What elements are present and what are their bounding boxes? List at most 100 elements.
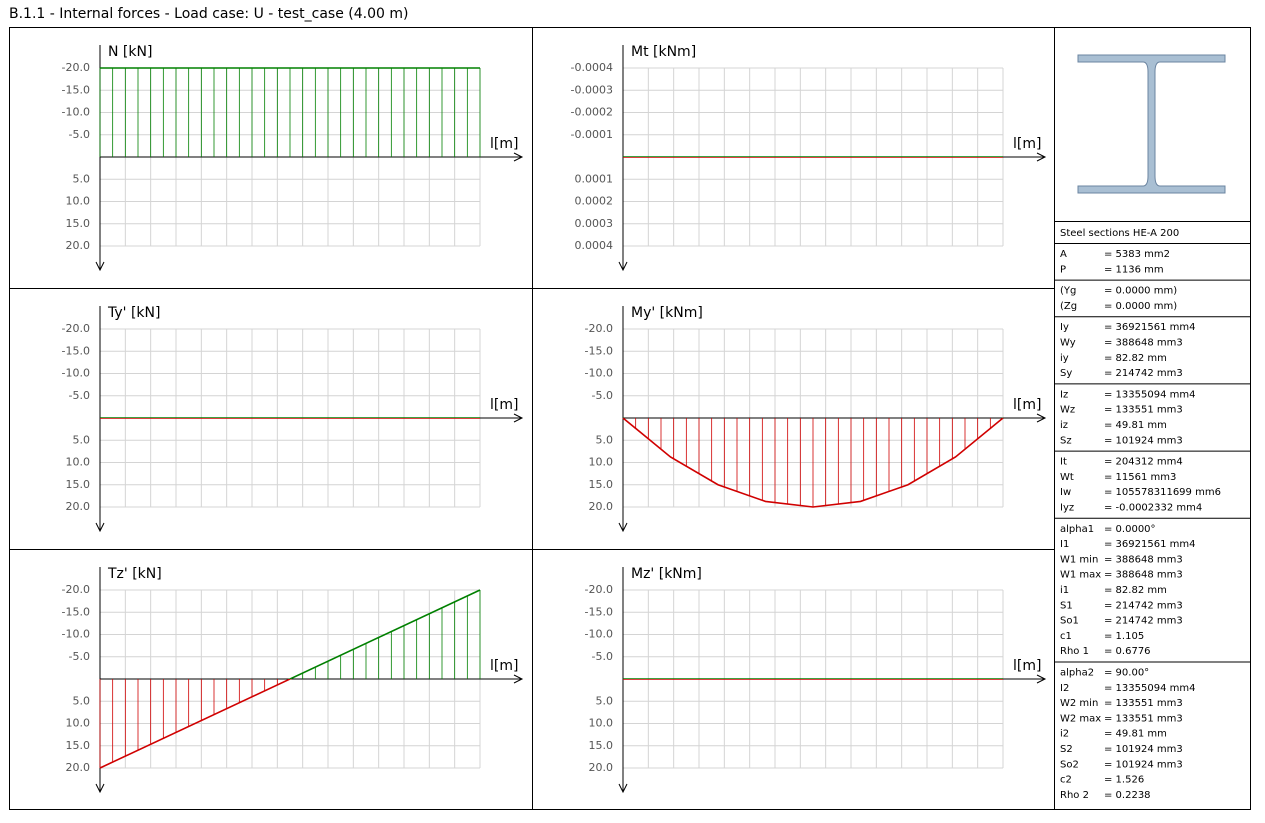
y-tick-label: 15.0 bbox=[66, 217, 91, 230]
prop-value: = 49.81 mm bbox=[1104, 729, 1167, 740]
prop-value: = 214742 mm3 bbox=[1104, 600, 1183, 611]
prop-value: = 133551 mm3 bbox=[1104, 698, 1183, 709]
y-axis-title: Tz' [kN] bbox=[107, 566, 162, 582]
x-axis-title: l[m] bbox=[1013, 136, 1041, 152]
y-arrow bbox=[618, 261, 628, 272]
y-tick-label: -0.0003 bbox=[571, 83, 613, 96]
y-tick-label: 15.0 bbox=[66, 478, 91, 491]
prop-name: Iy bbox=[1060, 322, 1069, 333]
y-tick-label: 15.0 bbox=[589, 478, 614, 491]
y-tick-label: 20.0 bbox=[66, 761, 91, 774]
prop-value: = 0.0000° bbox=[1104, 524, 1156, 535]
y-arrow bbox=[95, 261, 105, 272]
prop-value: = 0.0000 mm) bbox=[1104, 286, 1177, 297]
y-tick-label: 10.0 bbox=[589, 456, 614, 469]
y-tick-label: -0.0002 bbox=[571, 106, 613, 119]
y-tick-label: -20.0 bbox=[62, 61, 90, 74]
prop-name: P bbox=[1060, 264, 1066, 275]
y-axis-title: Mt [kNm] bbox=[631, 44, 696, 60]
y-tick-label: 10.0 bbox=[66, 456, 91, 469]
prop-value: = 204312 mm4 bbox=[1104, 457, 1183, 468]
prop-value: = 5383 mm2 bbox=[1104, 249, 1170, 260]
y-tick-label: -10.0 bbox=[62, 106, 90, 119]
prop-name: c2 bbox=[1060, 775, 1072, 786]
prop-name: I2 bbox=[1060, 683, 1069, 694]
y-tick-label: 10.0 bbox=[66, 717, 91, 730]
x-axis-title: l[m] bbox=[1013, 658, 1041, 674]
y-tick-label: 5.0 bbox=[73, 694, 91, 707]
y-arrow bbox=[618, 783, 628, 794]
prop-value: = 82.82 mm bbox=[1104, 585, 1167, 596]
prop-name: So1 bbox=[1060, 616, 1079, 627]
x-arrow bbox=[1036, 413, 1047, 423]
prop-name: W1 max bbox=[1060, 570, 1101, 581]
prop-value: = 214742 mm3 bbox=[1104, 616, 1183, 627]
prop-name: W1 min bbox=[1060, 554, 1098, 565]
prop-value: = 388648 mm3 bbox=[1104, 338, 1183, 349]
prop-value: = 101924 mm3 bbox=[1104, 759, 1183, 770]
prop-value: = 82.82 mm bbox=[1104, 353, 1167, 364]
y-tick-label: 0.0002 bbox=[575, 195, 614, 208]
x-arrow bbox=[513, 674, 524, 684]
prop-name: Rho 2 bbox=[1060, 790, 1089, 801]
y-axis-title: N [kN] bbox=[108, 44, 152, 60]
prop-name: c1 bbox=[1060, 631, 1072, 642]
x-axis-title: l[m] bbox=[490, 397, 518, 413]
x-arrow bbox=[1036, 674, 1047, 684]
prop-value: = 388648 mm3 bbox=[1104, 554, 1183, 565]
prop-name: Iyz bbox=[1060, 503, 1074, 514]
frame bbox=[9, 27, 1251, 810]
x-arrow bbox=[513, 152, 524, 162]
series-line bbox=[622, 417, 1004, 508]
prop-value: = 1.105 bbox=[1104, 631, 1144, 642]
y-tick-label: -0.0004 bbox=[571, 61, 613, 74]
prop-value: = -0.0002332 mm4 bbox=[1104, 503, 1202, 514]
y-axis-title: My' [kNm] bbox=[631, 305, 703, 321]
prop-name: Sy bbox=[1060, 368, 1072, 379]
prop-value: = 1.526 bbox=[1104, 775, 1144, 786]
prop-value: = 13355094 mm4 bbox=[1104, 389, 1195, 400]
prop-value: = 49.81 mm bbox=[1104, 420, 1167, 431]
prop-value: = 36921561 mm4 bbox=[1104, 322, 1195, 333]
y-tick-label: -15.0 bbox=[62, 344, 90, 357]
prop-name: It bbox=[1060, 457, 1067, 468]
y-tick-label: 0.0001 bbox=[575, 172, 614, 185]
y-tick-label: -15.0 bbox=[585, 344, 613, 357]
x-axis-title: l[m] bbox=[490, 658, 518, 674]
series-line bbox=[99, 589, 481, 769]
prop-name: Iw bbox=[1060, 487, 1071, 498]
prop-name: iz bbox=[1060, 420, 1068, 431]
y-arrow bbox=[618, 522, 628, 533]
y-tick-label: 15.0 bbox=[66, 739, 91, 752]
prop-value: = 101924 mm3 bbox=[1104, 435, 1183, 446]
prop-value: = 1136 mm bbox=[1104, 264, 1164, 275]
y-tick-label: -15.0 bbox=[585, 605, 613, 618]
prop-name: W2 max bbox=[1060, 713, 1101, 724]
prop-name: iy bbox=[1060, 353, 1069, 364]
prop-name: (Yg bbox=[1060, 286, 1076, 297]
y-tick-label: -20.0 bbox=[585, 322, 613, 335]
window-title: B.1.1 - Internal forces - Load case: U -… bbox=[9, 6, 408, 22]
y-tick-label: 10.0 bbox=[66, 195, 91, 208]
prop-name: Sz bbox=[1060, 435, 1072, 446]
y-tick-label: -5.0 bbox=[592, 650, 613, 663]
prop-name: Wt bbox=[1060, 472, 1074, 483]
y-tick-label: 5.0 bbox=[73, 433, 91, 446]
y-tick-label: -15.0 bbox=[62, 605, 90, 618]
prop-value: = 214742 mm3 bbox=[1104, 368, 1183, 379]
prop-name: I1 bbox=[1060, 539, 1069, 550]
prop-name: (Zg bbox=[1060, 301, 1077, 312]
y-tick-label: -0.0001 bbox=[571, 128, 613, 141]
y-arrow bbox=[95, 783, 105, 794]
prop-value: = 133551 mm3 bbox=[1104, 713, 1183, 724]
section-title: Steel sections HE-A 200 bbox=[1060, 228, 1179, 239]
y-arrow bbox=[95, 522, 105, 533]
prop-name: So2 bbox=[1060, 759, 1079, 770]
y-tick-label: 0.0003 bbox=[575, 217, 614, 230]
y-tick-label: -5.0 bbox=[69, 128, 90, 141]
prop-value: = 388648 mm3 bbox=[1104, 570, 1183, 581]
y-tick-label: -10.0 bbox=[585, 628, 613, 641]
prop-name: Wz bbox=[1060, 405, 1075, 416]
y-tick-label: 20.0 bbox=[66, 500, 91, 513]
section-shape bbox=[1077, 54, 1226, 194]
